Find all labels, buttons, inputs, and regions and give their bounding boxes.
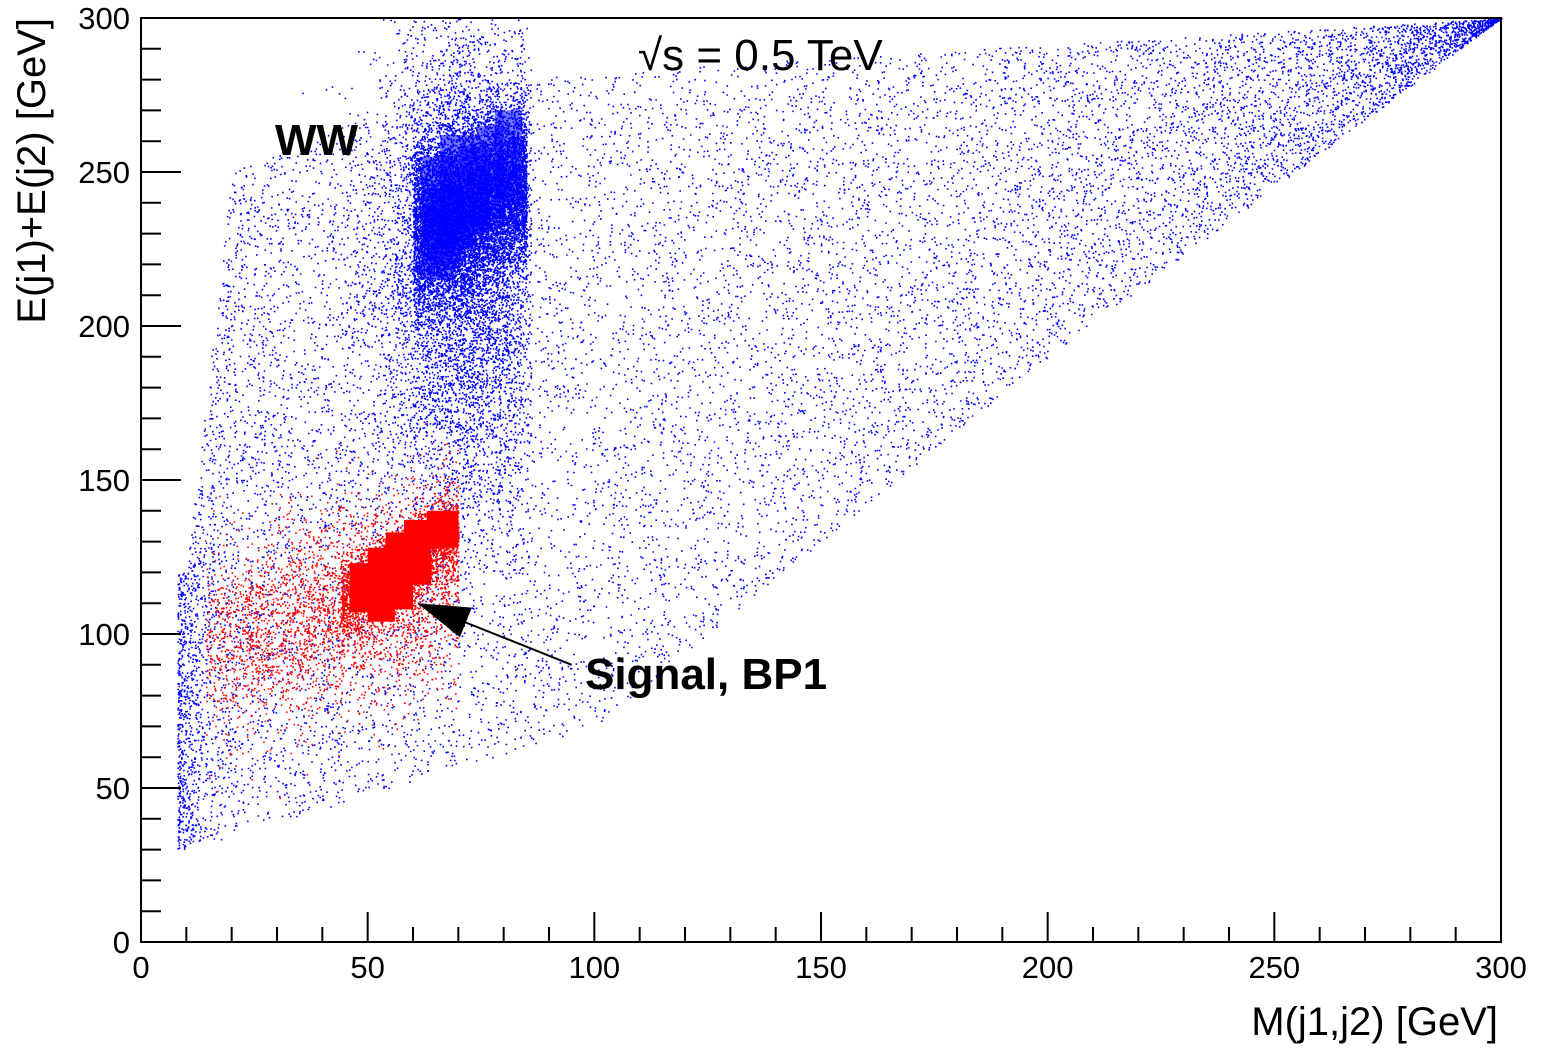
x-tick-label: 50 (350, 950, 384, 985)
y-tick-label: 50 (96, 771, 130, 806)
x-tick-label: 200 (1022, 950, 1074, 985)
x-axis-ticks (140, 912, 1502, 942)
signal-label: Signal, BP1 (585, 650, 827, 699)
y-tick-label: 250 (78, 155, 130, 190)
signal-points (204, 423, 460, 800)
signal-arrow-shaft (465, 621, 573, 666)
energy-annotation: √s = 0.5 TeV (638, 31, 883, 80)
ww-point-cloud (177, 18, 1503, 850)
x-tick-label: 0 (132, 950, 149, 985)
y-axis-ticks (141, 17, 181, 943)
x-tick-label: 250 (1248, 950, 1300, 985)
ww-dense-bin (431, 187, 463, 265)
y-axis-title: E(j1)+E(j2) [GeV] (10, 18, 54, 324)
ww-label: WW (275, 116, 359, 165)
y-axis-tick-labels: 0 50 100 150 200 250 300 (78, 1, 130, 960)
x-tick-label: 100 (568, 950, 620, 985)
ww-dense-bin (494, 110, 522, 203)
signal-point-cloud (204, 423, 460, 800)
signal-dense-bin (426, 510, 459, 548)
x-tick-label: 300 (1475, 950, 1527, 985)
y-tick-label: 100 (78, 617, 130, 652)
ww-points (177, 18, 1503, 850)
signal-arrow-head (417, 603, 472, 638)
y-tick-label: 0 (113, 925, 130, 960)
y-tick-label: 200 (78, 309, 130, 344)
x-tick-label: 150 (795, 950, 847, 985)
y-tick-label: 300 (78, 1, 130, 36)
x-axis-tick-labels: 0 50 100 150 200 250 300 (132, 950, 1526, 985)
y-tick-label: 150 (78, 463, 130, 498)
x-axis-title: M(j1,j2) [GeV] (1251, 1000, 1498, 1044)
